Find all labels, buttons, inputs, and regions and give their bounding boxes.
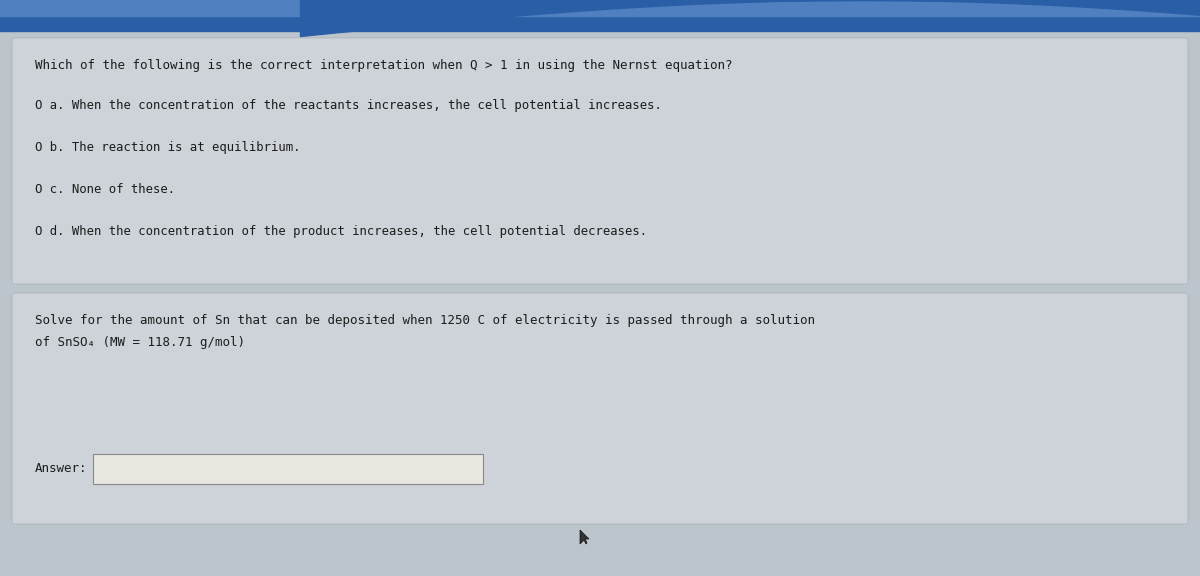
Polygon shape [580,530,589,544]
Text: Solve for the amount of Sn that can be deposited when 1250 C of electricity is p: Solve for the amount of Sn that can be d… [35,314,815,327]
Text: O c. None of these.: O c. None of these. [35,183,175,196]
Text: of SnSO₄ (MW = 118.71 g/mol): of SnSO₄ (MW = 118.71 g/mol) [35,336,245,349]
Bar [94,454,482,484]
Text: O b. The reaction is at equilibrium.: O b. The reaction is at equilibrium. [35,141,300,154]
FancyBboxPatch shape [12,293,1188,524]
FancyBboxPatch shape [12,38,1188,284]
Text: O d. When the concentration of the product increases, the cell potential decreas: O d. When the concentration of the produ… [35,225,647,238]
Text: Answer:: Answer: [35,463,88,476]
Text: O a. When the concentration of the reactants increases, the cell potential incre: O a. When the concentration of the react… [35,99,662,112]
Text: Which of the following is the correct interpretation when Q > 1 in using the Ner: Which of the following is the correct in… [35,59,732,72]
